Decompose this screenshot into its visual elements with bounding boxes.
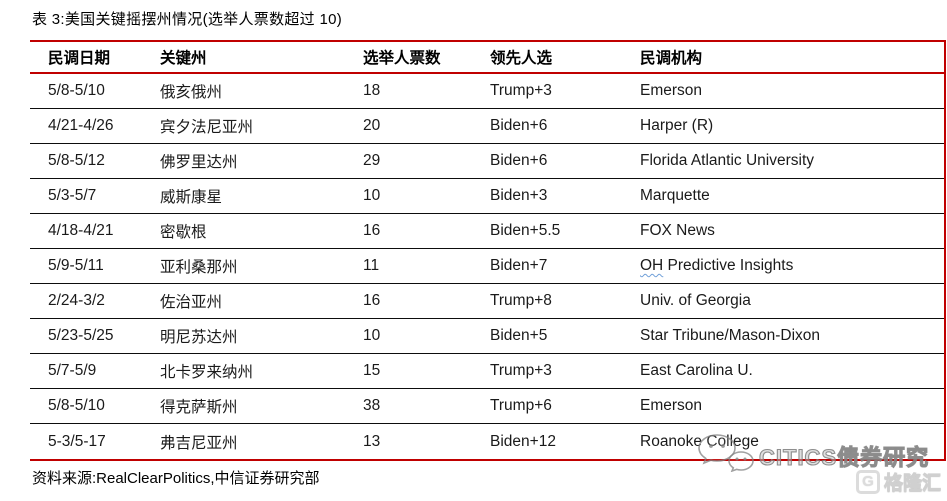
cell-key-state: 密歇根: [160, 224, 207, 241]
cell-leading-candidate: Biden+5.5: [490, 222, 561, 239]
cell-poll-org: East Carolina U.: [640, 362, 753, 379]
gelonghui-watermark: G 格隆汇: [855, 468, 942, 495]
cell-poll-date: 5/3-5/7: [48, 187, 97, 204]
table-row: 2/24-3/2 佐治亚州 16 Trump+8 Univ. of Georgi…: [30, 284, 944, 319]
gelonghui-logo-icon: G: [855, 469, 880, 494]
cell-leading-candidate: Biden+3: [490, 187, 548, 204]
cell-key-state: 明尼苏达州: [160, 329, 238, 346]
cell-key-state: 威斯康星: [160, 189, 223, 206]
cell-key-state: 俄亥俄州: [160, 84, 223, 101]
cell-electoral-votes: 18: [363, 82, 381, 99]
cell-poll-org: Emerson: [640, 397, 703, 414]
cell-poll-org: Univ. of Georgia: [640, 292, 751, 309]
cell-poll-date: 5/23-5/25: [48, 327, 114, 344]
col-header-key-state: 关键州: [160, 50, 207, 67]
cell-poll-org: Emerson: [640, 82, 703, 99]
cell-electoral-votes: 38: [363, 397, 381, 414]
cell-electoral-votes: 16: [363, 292, 381, 309]
cell-electoral-votes: 11: [363, 257, 380, 274]
table-row: 4/18-4/21 密歇根 16 Biden+5.5 FOX News: [30, 214, 944, 249]
cell-electoral-votes: 16: [363, 222, 381, 239]
table-row: 5/23-5/25 明尼苏达州 10 Biden+5 Star Tribune/…: [30, 319, 944, 354]
cell-key-state: 得克萨斯州: [160, 399, 238, 416]
cell-leading-candidate: Trump+3: [490, 362, 552, 379]
cell-key-state: 北卡罗来纳州: [160, 364, 254, 381]
cell-poll-date: 5/8-5/10: [48, 397, 105, 414]
cell-leading-candidate: Trump+3: [490, 82, 552, 99]
cell-leading-candidate: Biden+7: [490, 257, 548, 274]
col-header-poll-org: 民调机构: [640, 50, 703, 67]
cell-poll-org: OH Predictive Insights: [640, 257, 944, 275]
swing-states-table: 民调日期 关键州 选举人票数 领先人选 民调机构 5/8-5/10 俄亥俄州 1…: [30, 40, 946, 461]
cell-poll-org-rest: Predictive Insights: [663, 257, 794, 274]
cell-key-state: 宾夕法尼亚州: [160, 119, 254, 136]
cell-poll-date: 5/8-5/12: [48, 152, 105, 169]
col-header-leading-candidate: 领先人选: [490, 50, 553, 67]
cell-poll-org: Harper (R): [640, 117, 714, 134]
col-header-electoral-votes: 选举人票数: [363, 50, 441, 67]
cell-poll-date: 5/9-5/11: [48, 257, 104, 274]
table-row: 5-3/5-17 弗吉尼亚州 13 Biden+12 Roanoke Colle…: [30, 424, 944, 459]
table-row: 5/3-5/7 威斯康星 10 Biden+3 Marquette: [30, 179, 944, 214]
cell-electoral-votes: 10: [363, 327, 381, 344]
source-note: 资料来源:RealClearPolitics,中信证券研究部: [32, 470, 320, 487]
cell-poll-date: 4/21-4/26: [48, 117, 114, 134]
cell-key-state: 弗吉尼亚州: [160, 434, 238, 452]
table-header-row: 民调日期 关键州 选举人票数 领先人选 民调机构: [30, 42, 944, 74]
cell-leading-candidate: Biden+5: [490, 327, 548, 344]
cell-poll-org: Florida Atlantic University: [640, 152, 815, 169]
cell-electoral-votes: 10: [363, 187, 381, 204]
cell-electoral-votes: 15: [363, 362, 381, 379]
cell-poll-date: 4/18-4/21: [48, 222, 114, 239]
table-row: 4/21-4/26 宾夕法尼亚州 20 Biden+6 Harper (R): [30, 109, 944, 144]
cell-poll-org: Roanoke College: [640, 432, 759, 450]
cell-leading-candidate: Trump+8: [490, 292, 552, 309]
cell-poll-org: Star Tribune/Mason-Dixon: [640, 327, 821, 344]
cell-key-state: 亚利桑那州: [160, 259, 238, 276]
cell-key-state: 佐治亚州: [160, 294, 223, 311]
cell-poll-date: 5/8-5/10: [48, 82, 105, 99]
col-header-poll-date: 民调日期: [48, 50, 111, 67]
cell-poll-org: FOX News: [640, 222, 715, 239]
cell-key-state: 佛罗里达州: [160, 154, 238, 171]
table-row: 5/7-5/9 北卡罗来纳州 15 Trump+3 East Carolina …: [30, 354, 944, 389]
cell-poll-date: 5-3/5-17: [48, 432, 106, 450]
cell-poll-date: 2/24-3/2: [48, 292, 105, 309]
table-row: 5/8-5/10 得克萨斯州 38 Trump+6 Emerson: [30, 389, 944, 424]
table-row: 5/8-5/10 俄亥俄州 18 Trump+3 Emerson: [30, 74, 944, 109]
gelonghui-watermark-label: 格隆汇: [883, 473, 942, 495]
cell-leading-candidate: Biden+6: [490, 117, 548, 134]
table-caption: 表 3:美国关键摇摆州情况(选举人票数超过 10): [32, 11, 343, 28]
cell-electoral-votes: 13: [363, 432, 381, 450]
cell-poll-org: Marquette: [640, 187, 710, 204]
spellcheck-underline: OH: [640, 257, 664, 274]
table-row: 5/8-5/12 佛罗里达州 29 Biden+6 Florida Atlant…: [30, 144, 944, 179]
table-row: 5/9-5/11 亚利桑那州 11 Biden+7 OH Predictive …: [30, 249, 944, 284]
cell-leading-candidate: Biden+12: [490, 432, 556, 450]
cell-leading-candidate: Biden+6: [490, 152, 548, 169]
cell-leading-candidate: Trump+6: [490, 397, 552, 414]
cell-poll-date: 5/7-5/9: [48, 362, 97, 379]
cell-electoral-votes: 20: [363, 117, 381, 134]
cell-electoral-votes: 29: [363, 152, 381, 169]
